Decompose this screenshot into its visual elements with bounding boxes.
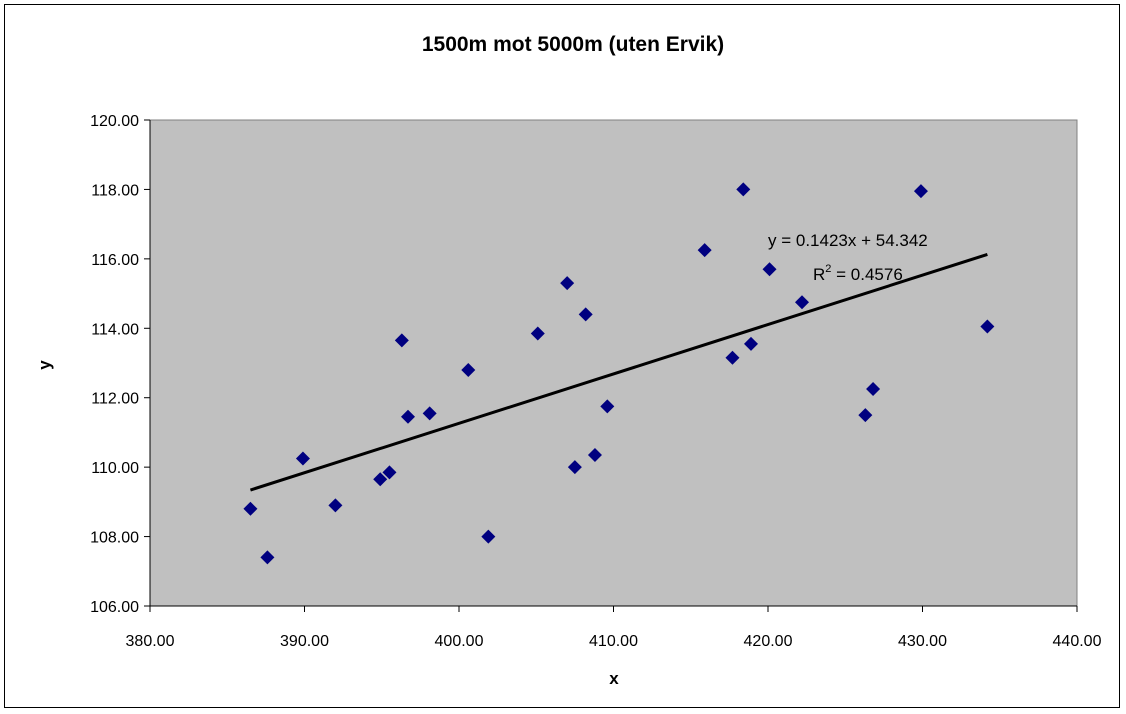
data-point [980,319,995,334]
data-point [422,406,437,421]
trendline [249,252,988,492]
x-tick-label: 390.00 [280,633,329,650]
data-point [736,182,751,197]
data-point [560,276,575,291]
data-point [794,295,809,310]
trendline-group [249,252,988,492]
axes: 380.00 390.00 400.00 410.00 420.00 430.00 440.… [90,113,1102,650]
trendline-r-squared: R2 = 0.4576 [813,263,903,284]
data-point [744,336,759,351]
x-tick-label: 400.00 [435,633,484,650]
plot-area [149,119,1078,607]
x-tick-label: 380.00 [126,633,175,650]
data-point [295,451,310,466]
data-point [461,362,476,377]
data-point [394,333,409,348]
r2-prefix: R [813,265,825,284]
x-tick-label: 430.00 [898,633,947,650]
data-point [725,350,740,365]
data-point [858,408,873,423]
x-tick-label: 420.00 [744,633,793,650]
data-point [481,529,496,544]
data-point [587,447,602,462]
data-point [243,501,258,516]
data-point [401,409,416,424]
r2-superscript: 2 [825,263,831,275]
data-point [600,399,615,414]
x-tick-label: 410.00 [589,633,638,650]
y-tick-label: 114.00 [91,321,139,338]
trendline-equation: y = 0.1423x + 54.342 [768,231,928,250]
data-point [866,382,881,397]
data-point [382,465,397,480]
y-tick-label: 116.00 [91,252,139,269]
data-point [567,460,582,475]
y-tick-label: 120.00 [90,113,139,130]
data-point [762,262,777,277]
data-point [260,550,275,565]
data-point [697,243,712,258]
data-point [913,184,928,199]
data-point [373,472,388,487]
y-tick-label: 112.00 [91,391,139,408]
y-tick-label: 118.00 [91,182,139,199]
y-tick-label: 108.00 [90,530,139,547]
x-axis-label: x [609,669,619,688]
chart-title: 1500m mot 5000m (uten Ervik) [422,33,724,56]
x-tick-label: 440.00 [1053,633,1102,650]
y-tick-label: 106.00 [90,599,139,616]
data-points [243,182,995,565]
data-point [328,498,343,513]
data-point [578,307,593,322]
r2-value: = 0.4576 [831,265,902,284]
y-axis-label: y [35,360,54,370]
data-point [530,326,545,341]
y-tick-label: 110.00 [91,460,139,477]
